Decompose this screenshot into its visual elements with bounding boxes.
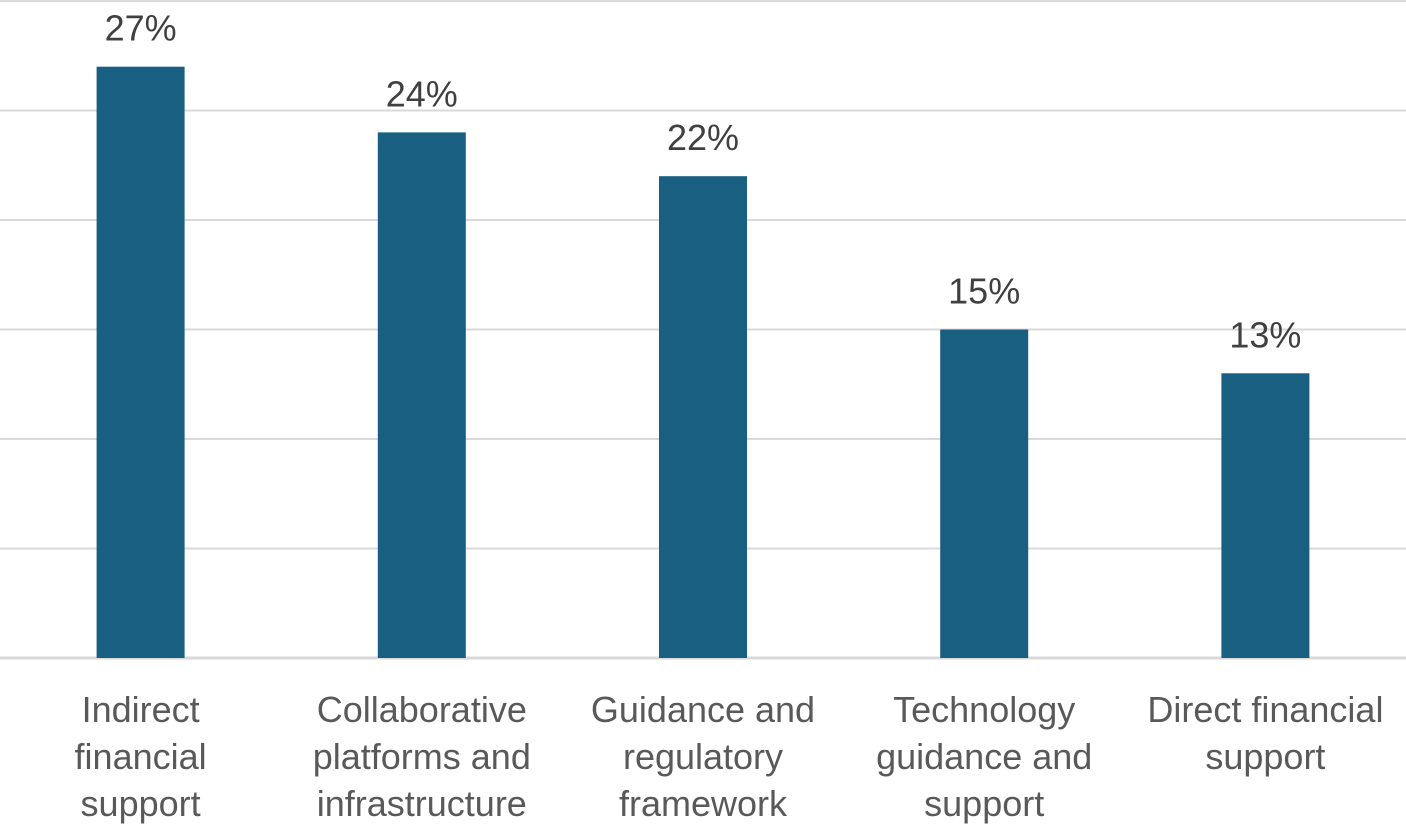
- category-label: Direct financial support: [1147, 689, 1383, 777]
- category-label-line: guidance and: [876, 736, 1092, 777]
- category-label-line: Guidance and: [591, 689, 815, 730]
- category-label-line: infrastructure: [317, 783, 527, 824]
- category-label-line: regulatory: [623, 736, 783, 777]
- category-label-line: financial: [75, 736, 207, 777]
- category-label-line: Technology: [893, 689, 1075, 730]
- bar: [940, 329, 1029, 658]
- bars: [96, 66, 1310, 658]
- category-label-line: support: [1205, 736, 1325, 777]
- bar: [377, 132, 466, 658]
- category-label-line: Indirect: [82, 689, 200, 730]
- category-label-line: framework: [619, 783, 788, 824]
- data-label: 13%: [1229, 314, 1301, 355]
- category-label-line: support: [924, 783, 1044, 824]
- category-label: Collaborative platforms and infrastructure: [313, 689, 531, 824]
- value-labels: 27% 24% 22% 15% 13%: [105, 8, 1302, 356]
- category-label-line: platforms and: [313, 736, 531, 777]
- data-label: 15%: [948, 271, 1020, 312]
- category-label: Indirect financial support: [75, 689, 207, 824]
- category-label-line: support: [81, 783, 201, 824]
- data-label: 24%: [386, 73, 458, 114]
- data-label: 27%: [105, 8, 177, 49]
- bar: [96, 66, 185, 658]
- bar: [1221, 373, 1310, 658]
- category-labels: Indirect financial support Collaborative pla…: [75, 689, 1384, 824]
- category-label: Technology guidance and support: [876, 689, 1092, 824]
- category-label-line: Direct financial: [1147, 689, 1383, 730]
- category-label-line: Collaborative: [317, 689, 527, 730]
- data-label: 22%: [667, 117, 739, 158]
- category-label: Guidance and regulatory framework: [591, 689, 815, 824]
- bar: [659, 176, 747, 658]
